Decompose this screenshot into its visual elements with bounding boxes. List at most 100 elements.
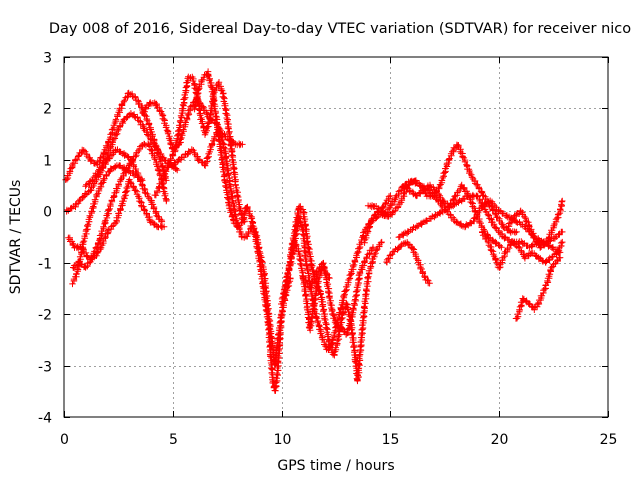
data-point [485,210,487,213]
data-point [354,359,357,362]
data-point [311,267,313,269]
data-point [504,251,507,254]
data-point [470,174,472,177]
data-point [426,195,429,197]
data-point [367,205,370,208]
data-point [134,153,137,156]
data-point [424,220,427,223]
data-point [317,323,320,326]
data-point [372,246,374,249]
data-point [472,220,474,223]
data-point [350,272,353,274]
data-point [84,184,87,187]
data-point [513,215,516,218]
data-point [480,205,483,208]
data-point [117,164,120,166]
data-point [171,164,174,166]
data-point [143,189,146,192]
data-point [428,189,431,192]
data-point [559,210,561,213]
data-point [267,323,270,326]
data-point [208,117,211,120]
data-point [522,297,524,300]
data-point [359,354,361,357]
data-point [211,143,213,146]
data-point [217,81,220,84]
data-point [411,179,414,182]
data-point [221,92,224,94]
data-point [74,246,76,249]
data-point [76,272,78,274]
data-point [235,184,237,187]
data-point [278,344,281,346]
data-point [263,292,266,295]
data-point [561,241,564,244]
data-point [182,102,185,105]
data-point [330,308,333,310]
data-point [391,251,394,254]
data-point [108,169,111,172]
data-point [134,189,137,192]
data-point [533,236,535,238]
data-point [537,303,540,305]
data-point [126,169,128,172]
data-point [106,231,109,233]
data-point [84,267,87,269]
data-point [457,143,459,146]
data-point [148,123,150,125]
y-axis-label: SDTVAR / TECUs [8,180,24,295]
data-point [100,246,102,249]
data-point [87,256,89,259]
data-point [141,205,144,208]
data-point [524,256,527,259]
data-point [498,267,501,269]
data-point [550,267,553,269]
data-point [428,282,431,285]
data-point [452,148,455,151]
series-track-14 [280,238,333,334]
data-point [189,107,192,110]
series-track-21 [512,254,564,322]
data-point [380,210,383,213]
data-point [507,215,509,218]
series-track-22 [505,197,566,251]
data-point [298,205,300,208]
data-point [409,189,411,192]
data-point [520,210,522,213]
data-point [191,148,194,151]
data-point [148,143,150,146]
data-point [115,148,118,151]
data-point [500,246,503,249]
data-point [141,143,144,146]
x-tick-label: 10 [274,432,292,448]
data-point [335,323,337,326]
data-point [124,153,126,156]
data-point [239,210,242,213]
data-point [202,76,205,79]
data-point [289,261,292,264]
data-point [241,220,244,223]
data-point [121,102,124,105]
data-point [293,241,296,244]
data-point [496,215,498,218]
data-point [402,184,405,187]
data-point [489,200,492,202]
data-point [550,246,553,249]
data-point [71,282,74,285]
data-point [71,164,74,166]
data-point [411,246,414,249]
data-point [428,184,431,187]
data-point [374,251,377,254]
data-point [272,380,274,382]
data-point [176,169,179,172]
data-point [306,241,309,244]
data-point [269,354,272,357]
data-point [304,256,307,259]
data-point [526,220,529,223]
data-point [424,277,427,279]
data-point [161,112,163,115]
data-point [561,231,564,233]
data-point [530,251,533,254]
data-point [557,251,559,254]
data-point [89,189,91,192]
